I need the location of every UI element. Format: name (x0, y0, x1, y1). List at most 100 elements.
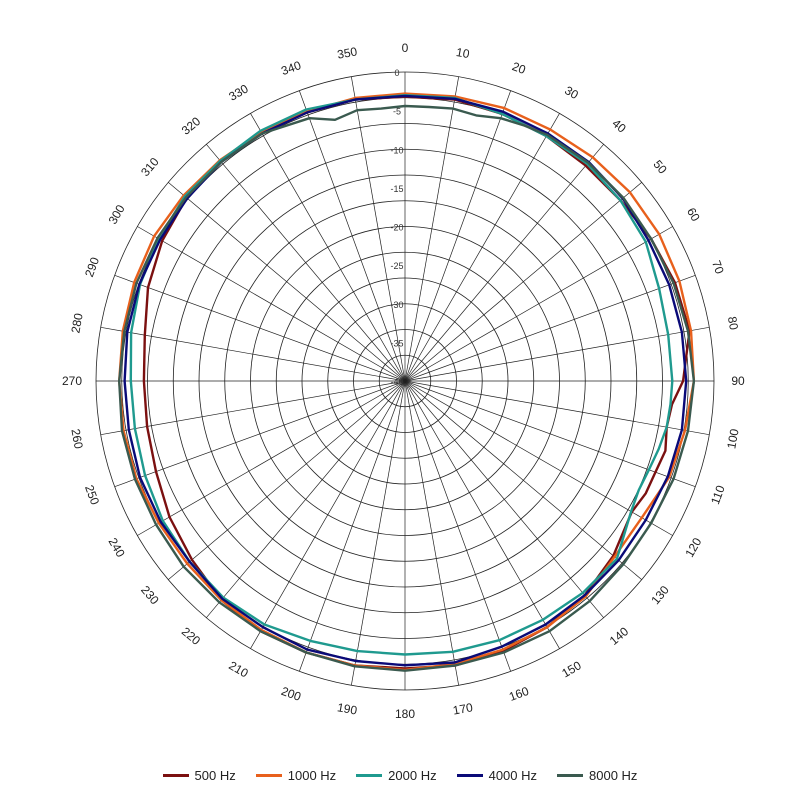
legend-swatch (456, 773, 483, 777)
legend-label: 500 Hz (194, 767, 236, 783)
grid-spoke (404, 76, 460, 382)
legend-item: 2000 Hz (356, 767, 437, 783)
grid-spoke (250, 380, 406, 649)
angle-label-310: 310 (138, 155, 162, 180)
radial-label: -20 (390, 223, 403, 233)
grid-spoke (404, 380, 604, 618)
legend-label: 4000 Hz (488, 767, 538, 783)
angle-label-160: 160 (507, 684, 531, 704)
grid-spoke (168, 380, 406, 580)
angle-label-140: 140 (607, 624, 632, 648)
legend-swatch (557, 773, 584, 777)
grid-spoke (168, 182, 406, 382)
radial-label: -10 (390, 145, 403, 155)
grid-spoke (100, 380, 406, 436)
angle-label-200: 200 (279, 684, 303, 704)
angle-label-320: 320 (179, 114, 204, 138)
angle-label-300: 300 (106, 202, 128, 227)
angle-label-230: 230 (138, 583, 162, 608)
legend: 500 Hz 1000 Hz 2000 Hz 4000 Hz 8000 Hz (0, 764, 800, 786)
radial-label: -35 (390, 338, 403, 348)
radial-label: -5 (393, 107, 401, 117)
angle-label-120: 120 (682, 535, 704, 560)
grid-spoke (404, 380, 560, 649)
angle-label-280: 280 (68, 312, 85, 334)
grid-spoke (206, 380, 406, 618)
grid-spoke (404, 380, 710, 436)
grid-spoke (404, 90, 512, 382)
legend-label: 2000 Hz (388, 767, 437, 783)
legend-item: 500 Hz (162, 767, 236, 783)
legend-label: 1000 Hz (287, 767, 337, 783)
radial-label: -15 (390, 184, 403, 194)
angle-label-110: 110 (708, 483, 728, 506)
legend-item: 4000 Hz (456, 767, 538, 783)
angle-label-170: 170 (452, 700, 474, 717)
grid-spoke (114, 380, 406, 488)
grid-spoke (404, 182, 642, 382)
grid-spoke (137, 380, 406, 536)
angle-label-90: 90 (731, 374, 745, 388)
angle-label-80: 80 (725, 315, 741, 331)
grid-spoke (137, 226, 406, 382)
angle-label-100: 100 (724, 427, 741, 449)
angle-label-340: 340 (279, 58, 303, 78)
series-lines (118, 92, 696, 672)
grid-spoke (404, 380, 696, 488)
angle-label-60: 60 (684, 205, 703, 224)
legend-swatch (356, 773, 383, 777)
series-line-4000-hz (123, 94, 688, 667)
angle-label-180: 180 (395, 707, 415, 721)
radial-label: 0 (394, 68, 399, 78)
angle-label-150: 150 (559, 658, 584, 680)
grid-spoke (404, 274, 696, 382)
radial-label: -30 (390, 300, 403, 310)
angle-label-70: 70 (709, 258, 727, 276)
grid-spoke (250, 113, 406, 382)
grid-spoke (404, 380, 642, 580)
angle-label-250: 250 (82, 483, 102, 507)
angular-spokes (96, 72, 714, 690)
legend-swatch (162, 773, 189, 777)
grid-spoke (404, 380, 460, 686)
grid-spoke (206, 144, 406, 382)
grid-spoke (404, 326, 710, 382)
legend-item: 1000 Hz (255, 767, 337, 783)
radial-tick-labels: -40 -35 -30 -25 -20 -15 -10 -5 0 (390, 68, 403, 387)
grid-spoke (404, 226, 673, 382)
angle-label-270: 270 (62, 374, 82, 388)
angle-label-40: 40 (609, 116, 628, 136)
grid-spoke (350, 380, 406, 686)
angle-label-190: 190 (336, 700, 358, 717)
grid-spoke (350, 76, 406, 382)
grid-spoke (404, 144, 604, 382)
angle-label-260: 260 (68, 428, 85, 450)
angle-label-30: 30 (562, 83, 581, 102)
grid-spoke (298, 90, 406, 382)
grid-spoke (404, 380, 673, 536)
angle-label-50: 50 (650, 157, 670, 176)
angle-label-210: 210 (226, 658, 251, 680)
angle-label-10: 10 (455, 45, 471, 61)
grid-spoke (404, 113, 560, 382)
angle-tick-labels: 0 10 20 30 40 50 60 70 80 90 100 110 120 130 140 150 160… (62, 41, 745, 721)
grid-spoke (100, 326, 406, 382)
angle-label-330: 330 (226, 81, 251, 103)
radial-label: -40 (390, 377, 403, 387)
angle-label-220: 220 (179, 624, 204, 648)
angle-label-240: 240 (106, 535, 128, 560)
angle-label-0: 0 (402, 41, 409, 55)
radial-label: -25 (390, 261, 403, 271)
angle-label-20: 20 (510, 59, 528, 77)
legend-swatch (255, 773, 282, 777)
legend-item: 8000 Hz (557, 768, 637, 783)
grid-spoke (298, 380, 406, 672)
grid-spoke (114, 274, 406, 382)
angle-label-290: 290 (82, 255, 102, 279)
angle-label-130: 130 (648, 583, 672, 608)
series-line-8000-hz (118, 104, 696, 672)
legend-label: 8000 Hz (589, 767, 638, 783)
grid-spoke (404, 380, 512, 672)
angle-label-350: 350 (336, 44, 358, 61)
